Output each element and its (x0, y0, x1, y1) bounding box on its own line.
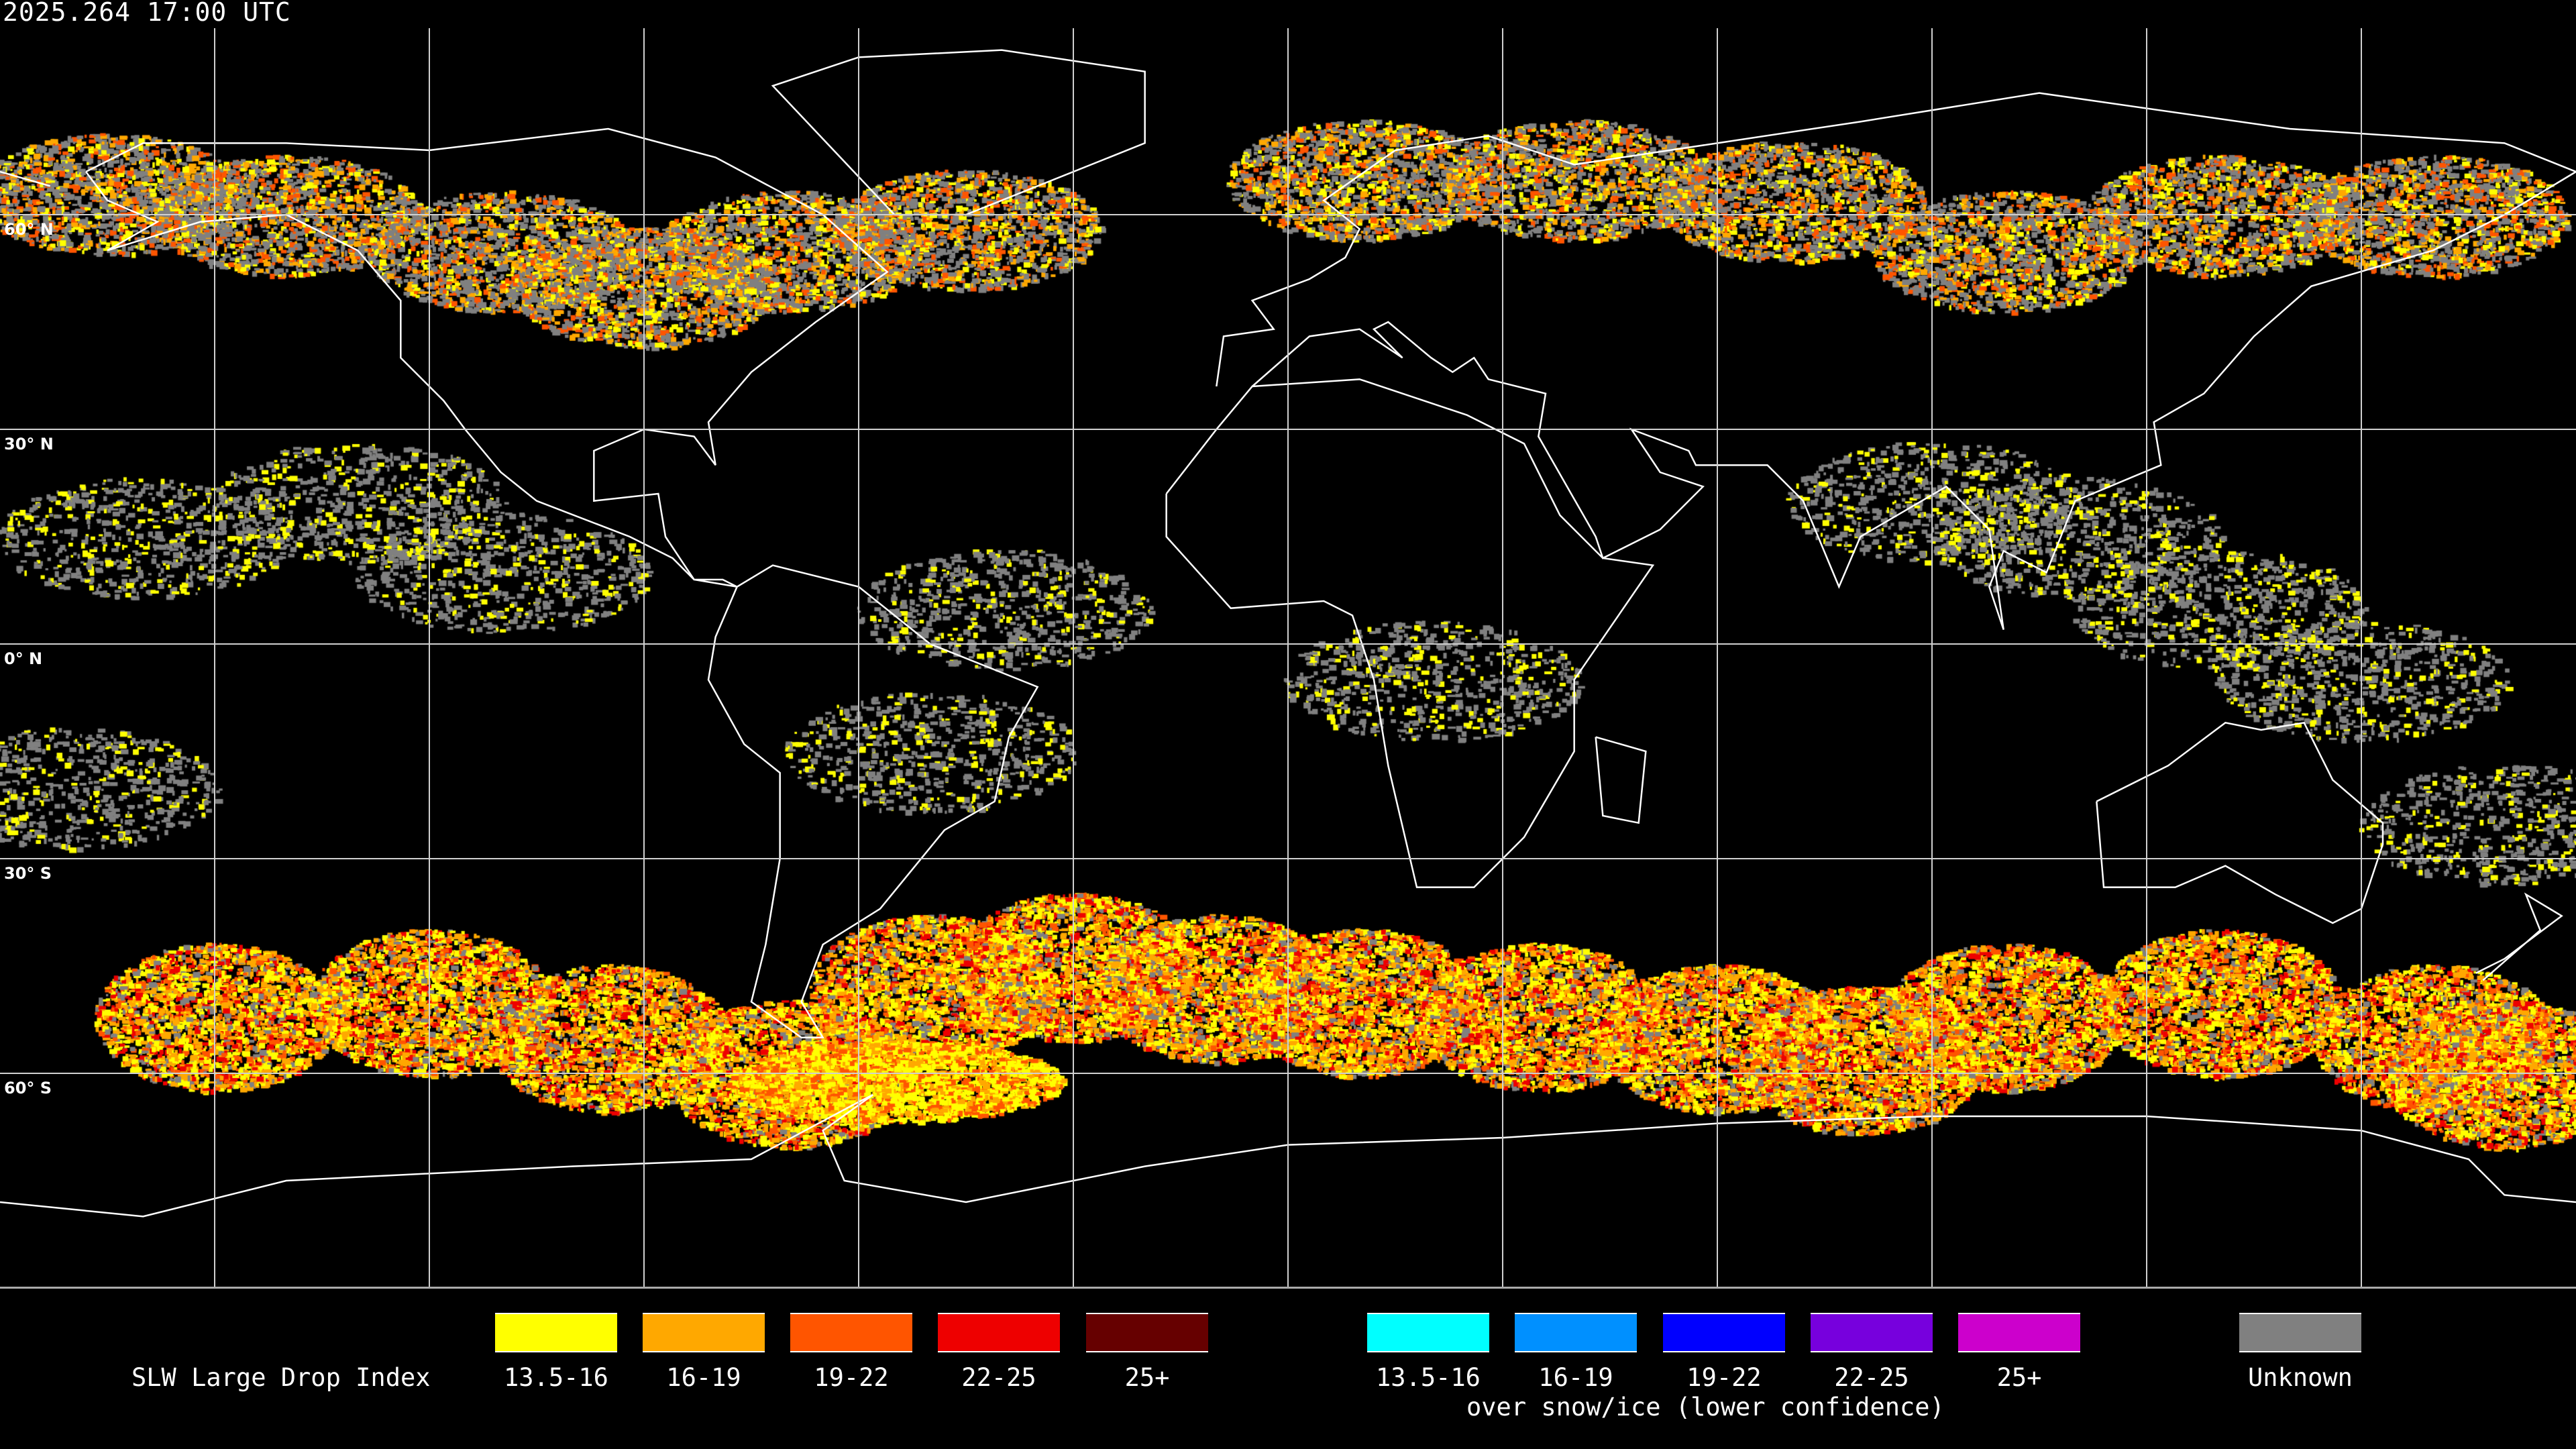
lat-label-60s: 60° S (4, 1079, 52, 1097)
legend-label: 19-22 (1686, 1363, 1762, 1392)
legend-label: 19-22 (814, 1363, 889, 1392)
legend-label: 22-25 (961, 1363, 1036, 1392)
coastline (771, 49, 1146, 216)
world-map (0, 0, 2576, 1288)
legend-swatch-16-19 (643, 1313, 765, 1352)
legend-label: 25+ (1996, 1363, 2042, 1392)
legend-swatch-unknown (2239, 1313, 2361, 1352)
legend-swatch-25plus (1086, 1313, 1208, 1352)
legend-swatch-snow-19-22 (1663, 1313, 1785, 1352)
coastline (1251, 170, 2576, 631)
timestamp-title: 2025.264 17:00 UTC (3, 0, 291, 27)
coastline (1216, 92, 2576, 387)
legend-swatch-snow-13-16 (1367, 1313, 1489, 1352)
legend-label: 13.5-16 (504, 1363, 608, 1392)
lat-label-60n: 60° N (4, 220, 54, 239)
legend-label: 16-19 (666, 1363, 741, 1392)
coastline (1165, 378, 1655, 888)
map-border (0, 1287, 2576, 1289)
legend-subtitle: over snow/ice (lower confidence) (1466, 1393, 1945, 1421)
grid-and-coastlines (0, 28, 2576, 1288)
coastline (2475, 892, 2563, 981)
legend-swatch-13-16 (495, 1313, 617, 1352)
legend-label-unknown: Unknown (2248, 1363, 2353, 1392)
legend-swatch-snow-22-25 (1811, 1313, 1933, 1352)
legend-label: 16-19 (1538, 1363, 1613, 1392)
legend-title: SLW Large Drop Index (131, 1363, 431, 1392)
legend-swatch-snow-16-19 (1515, 1313, 1637, 1352)
legend-label: 25+ (1124, 1363, 1170, 1392)
legend-label: 22-25 (1834, 1363, 1909, 1392)
legend-swatch-22-25 (938, 1313, 1060, 1352)
lat-label-30s: 30° S (4, 864, 52, 883)
legend-label: 13.5-16 (1376, 1363, 1481, 1392)
lat-label-0n: 0° N (4, 649, 43, 668)
coastline (85, 127, 1039, 1038)
coastline (1595, 736, 1647, 824)
coastline (0, 170, 51, 187)
legend-swatch-snow-25plus (1958, 1313, 2080, 1352)
legend-swatch-19-22 (790, 1313, 912, 1352)
lat-label-30n: 30° N (4, 435, 54, 453)
coastline (0, 1093, 2576, 1218)
coastline (2096, 721, 2384, 924)
